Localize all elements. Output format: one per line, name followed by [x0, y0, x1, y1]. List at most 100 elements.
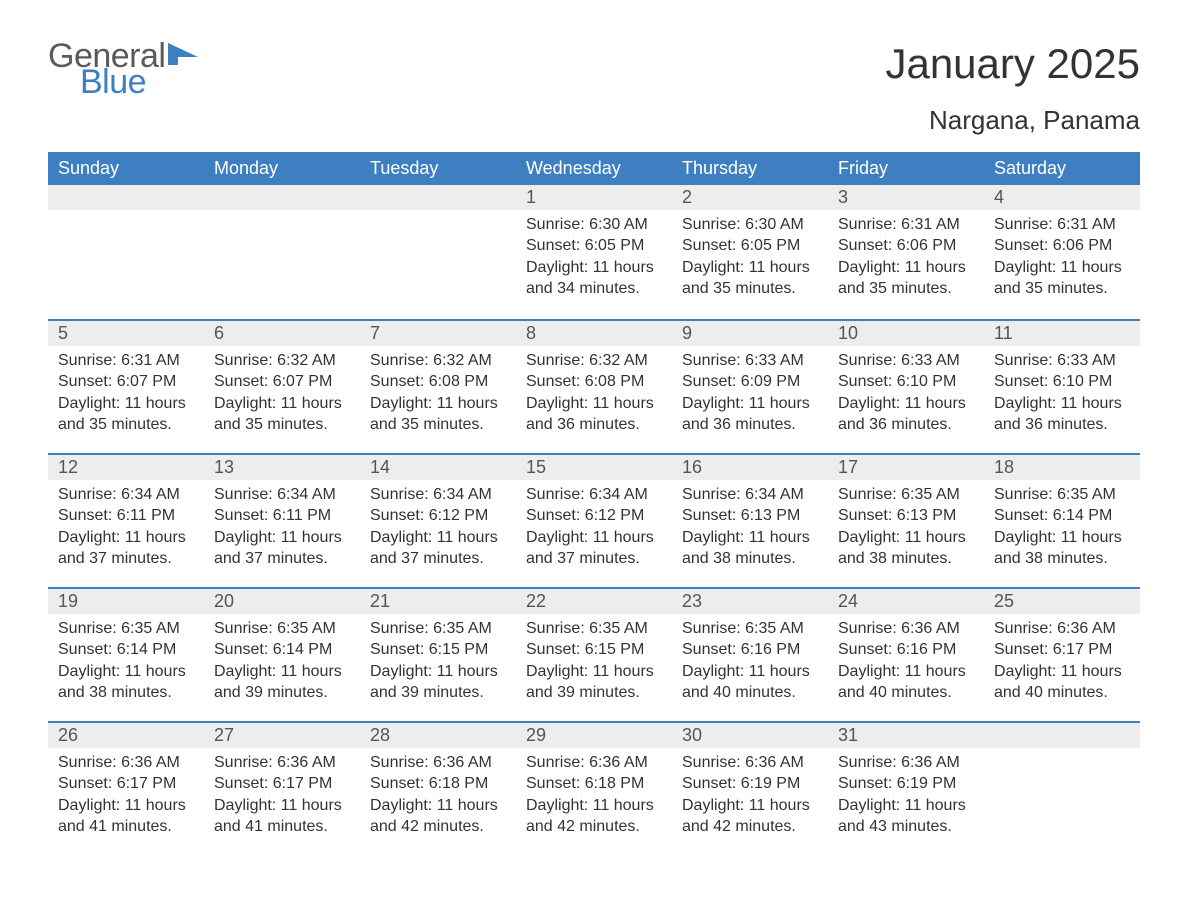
sunset-text: Sunset: 6:06 PM — [994, 235, 1130, 257]
day-number: 29 — [516, 721, 672, 748]
day-number: 12 — [48, 453, 204, 480]
sunset-text: Sunset: 6:14 PM — [58, 639, 194, 661]
sunset-text: Sunset: 6:07 PM — [58, 371, 194, 393]
calendar-day-cell — [48, 185, 204, 319]
sunrise-text: Sunrise: 6:33 AM — [994, 350, 1130, 372]
calendar-day-cell: 10Sunrise: 6:33 AMSunset: 6:10 PMDayligh… — [828, 319, 984, 453]
calendar-day-cell: 27Sunrise: 6:36 AMSunset: 6:17 PMDayligh… — [204, 721, 360, 855]
calendar-body: 1Sunrise: 6:30 AMSunset: 6:05 PMDaylight… — [48, 185, 1140, 855]
daylight-text: Daylight: 11 hours and 40 minutes. — [682, 661, 818, 704]
day-number: 2 — [672, 185, 828, 210]
calendar-day-cell: 7Sunrise: 6:32 AMSunset: 6:08 PMDaylight… — [360, 319, 516, 453]
day-body: Sunrise: 6:36 AMSunset: 6:17 PMDaylight:… — [984, 614, 1140, 714]
day-body: Sunrise: 6:36 AMSunset: 6:18 PMDaylight:… — [516, 748, 672, 848]
calendar-day-cell: 28Sunrise: 6:36 AMSunset: 6:18 PMDayligh… — [360, 721, 516, 855]
day-number: 4 — [984, 185, 1140, 210]
day-number: 8 — [516, 319, 672, 346]
sunset-text: Sunset: 6:17 PM — [994, 639, 1130, 661]
day-number: 7 — [360, 319, 516, 346]
day-number: 21 — [360, 587, 516, 614]
day-body: Sunrise: 6:35 AMSunset: 6:15 PMDaylight:… — [360, 614, 516, 714]
day-number: 31 — [828, 721, 984, 748]
day-body: Sunrise: 6:36 AMSunset: 6:19 PMDaylight:… — [828, 748, 984, 848]
sunrise-text: Sunrise: 6:35 AM — [214, 618, 350, 640]
day-body: Sunrise: 6:33 AMSunset: 6:10 PMDaylight:… — [984, 346, 1140, 446]
calendar-week-row: 12 Sunrise: 6:34 AM Sunset: 6:11 PM Dayligh… — [48, 453, 1140, 587]
calendar-day-cell: 3Sunrise: 6:31 AMSunset: 6:06 PMDaylight… — [828, 185, 984, 319]
day-body: Sunrise: 6:36 AMSunset: 6:18 PMDaylight:… — [360, 748, 516, 848]
day-number: 15 — [516, 453, 672, 480]
daylight-text: Daylight: 11 hours and 36 minutes. — [994, 393, 1130, 436]
calendar-week-row: 1Sunrise: 6:30 AMSunset: 6:05 PMDaylight… — [48, 185, 1140, 319]
daylight-text: Daylight: 11 hours and 38 minutes. — [994, 527, 1130, 570]
daylight-text: Daylight: 11 hours and 39 minutes. — [370, 661, 506, 704]
sunset-text: Sunset: 6:19 PM — [838, 773, 974, 795]
day-body: Sunrise: 6:33 AMSunset: 6:10 PMDaylight:… — [828, 346, 984, 446]
day-body: Sunrise: 6:36 AMSunset: 6:16 PMDaylight:… — [828, 614, 984, 714]
calendar-week-row: 19Sunrise: 6:35 AMSunset: 6:14 PMDayligh… — [48, 587, 1140, 721]
sunrise-text: Sunrise: 6:36 AM — [214, 752, 350, 774]
daylight-text: Daylight: 11 hours and 40 minutes. — [994, 661, 1130, 704]
sunrise-text: Sunrise: 6:35 AM — [994, 484, 1130, 506]
sunset-text: Sunset: 6:17 PM — [214, 773, 350, 795]
calendar-day-cell: 24Sunrise: 6:36 AMSunset: 6:16 PMDayligh… — [828, 587, 984, 721]
daylight-text: Daylight: 11 hours and 41 minutes. — [58, 795, 194, 838]
weekday-header: Monday — [204, 152, 360, 185]
calendar-day-cell: 11Sunrise: 6:33 AMSunset: 6:10 PMDayligh… — [984, 319, 1140, 453]
sunset-text: Sunset: 6:15 PM — [370, 639, 506, 661]
weekday-header: Thursday — [672, 152, 828, 185]
location-subtitle: Nargana, Panama — [48, 105, 1140, 136]
day-number — [48, 185, 204, 210]
sunset-text: Sunset: 6:11 PM — [214, 505, 350, 527]
day-body: Sunrise: 6:36 AMSunset: 6:17 PMDaylight:… — [48, 748, 204, 848]
calendar-day-cell: 21Sunrise: 6:35 AMSunset: 6:15 PMDayligh… — [360, 587, 516, 721]
sunset-text: Sunset: 6:17 PM — [58, 773, 194, 795]
day-number — [984, 721, 1140, 748]
sunrise-text: Sunrise: 6:36 AM — [838, 618, 974, 640]
day-body: Sunrise: 6:32 AMSunset: 6:08 PMDaylight:… — [516, 346, 672, 446]
calendar-day-cell: 4Sunrise: 6:31 AMSunset: 6:06 PMDaylight… — [984, 185, 1140, 319]
day-body: Sunrise: 6:32 AMSunset: 6:08 PMDaylight:… — [360, 346, 516, 446]
day-body: Sunrise: 6:35 AMSunset: 6:14 PMDaylight:… — [984, 480, 1140, 580]
sunset-text: Sunset: 6:19 PM — [682, 773, 818, 795]
day-number: 28 — [360, 721, 516, 748]
daylight-text: Daylight: 11 hours and 42 minutes. — [370, 795, 506, 838]
weekday-header: Friday — [828, 152, 984, 185]
day-number: 16 — [672, 453, 828, 480]
calendar-day-cell — [204, 185, 360, 319]
weekday-header: Wednesday — [516, 152, 672, 185]
calendar-day-cell: 14Sunrise: 6:34 AMSunset: 6:12 PMDayligh… — [360, 453, 516, 587]
sunset-text: Sunset: 6:16 PM — [682, 639, 818, 661]
daylight-text: Daylight: 11 hours and 39 minutes. — [526, 661, 662, 704]
day-number: 17 — [828, 453, 984, 480]
day-number: 13 — [204, 453, 360, 480]
sunrise-text: Sunrise: 6:34 AM — [526, 484, 662, 506]
sunset-text: Sunset: 6:18 PM — [526, 773, 662, 795]
day-number: 6 — [204, 319, 360, 346]
sunrise-text: Sunrise: 6:30 AM — [526, 214, 662, 236]
sunset-text: Sunset: 6:16 PM — [838, 639, 974, 661]
sunrise-text: Sunrise: 6:35 AM — [838, 484, 974, 506]
daylight-text: Daylight: 11 hours and 42 minutes. — [682, 795, 818, 838]
daylight-text: Daylight: 11 hours and 42 minutes. — [526, 795, 662, 838]
calendar-day-cell: 16Sunrise: 6:34 AMSunset: 6:13 PMDayligh… — [672, 453, 828, 587]
daylight-text: Daylight: 11 hours and 34 minutes. — [526, 257, 662, 300]
sunrise-text: Sunrise: 6:35 AM — [526, 618, 662, 640]
weekday-header: Saturday — [984, 152, 1140, 185]
sunrise-text: Sunrise: 6:35 AM — [58, 618, 194, 640]
day-number: 24 — [828, 587, 984, 614]
sunset-text: Sunset: 6:05 PM — [526, 235, 662, 257]
sunset-text: Sunset: 6:14 PM — [214, 639, 350, 661]
sunrise-text: Sunrise: 6:34 AM — [682, 484, 818, 506]
day-body: Sunrise: 6:35 AMSunset: 6:16 PMDaylight:… — [672, 614, 828, 714]
daylight-text: Daylight: 11 hours and 39 minutes. — [214, 661, 350, 704]
day-body: Sunrise: 6:35 AMSunset: 6:13 PMDaylight:… — [828, 480, 984, 580]
sunset-text: Sunset: 6:13 PM — [682, 505, 818, 527]
calendar-day-cell: 29Sunrise: 6:36 AMSunset: 6:18 PMDayligh… — [516, 721, 672, 855]
day-number: 10 — [828, 319, 984, 346]
day-number: 11 — [984, 319, 1140, 346]
day-body: Sunrise: 6:30 AMSunset: 6:05 PMDaylight:… — [672, 210, 828, 310]
sunset-text: Sunset: 6:10 PM — [994, 371, 1130, 393]
calendar-day-cell: 6Sunrise: 6:32 AMSunset: 6:07 PMDaylight… — [204, 319, 360, 453]
weekday-header-row: Sunday Monday Tuesday Wednesday Thursday… — [48, 152, 1140, 185]
